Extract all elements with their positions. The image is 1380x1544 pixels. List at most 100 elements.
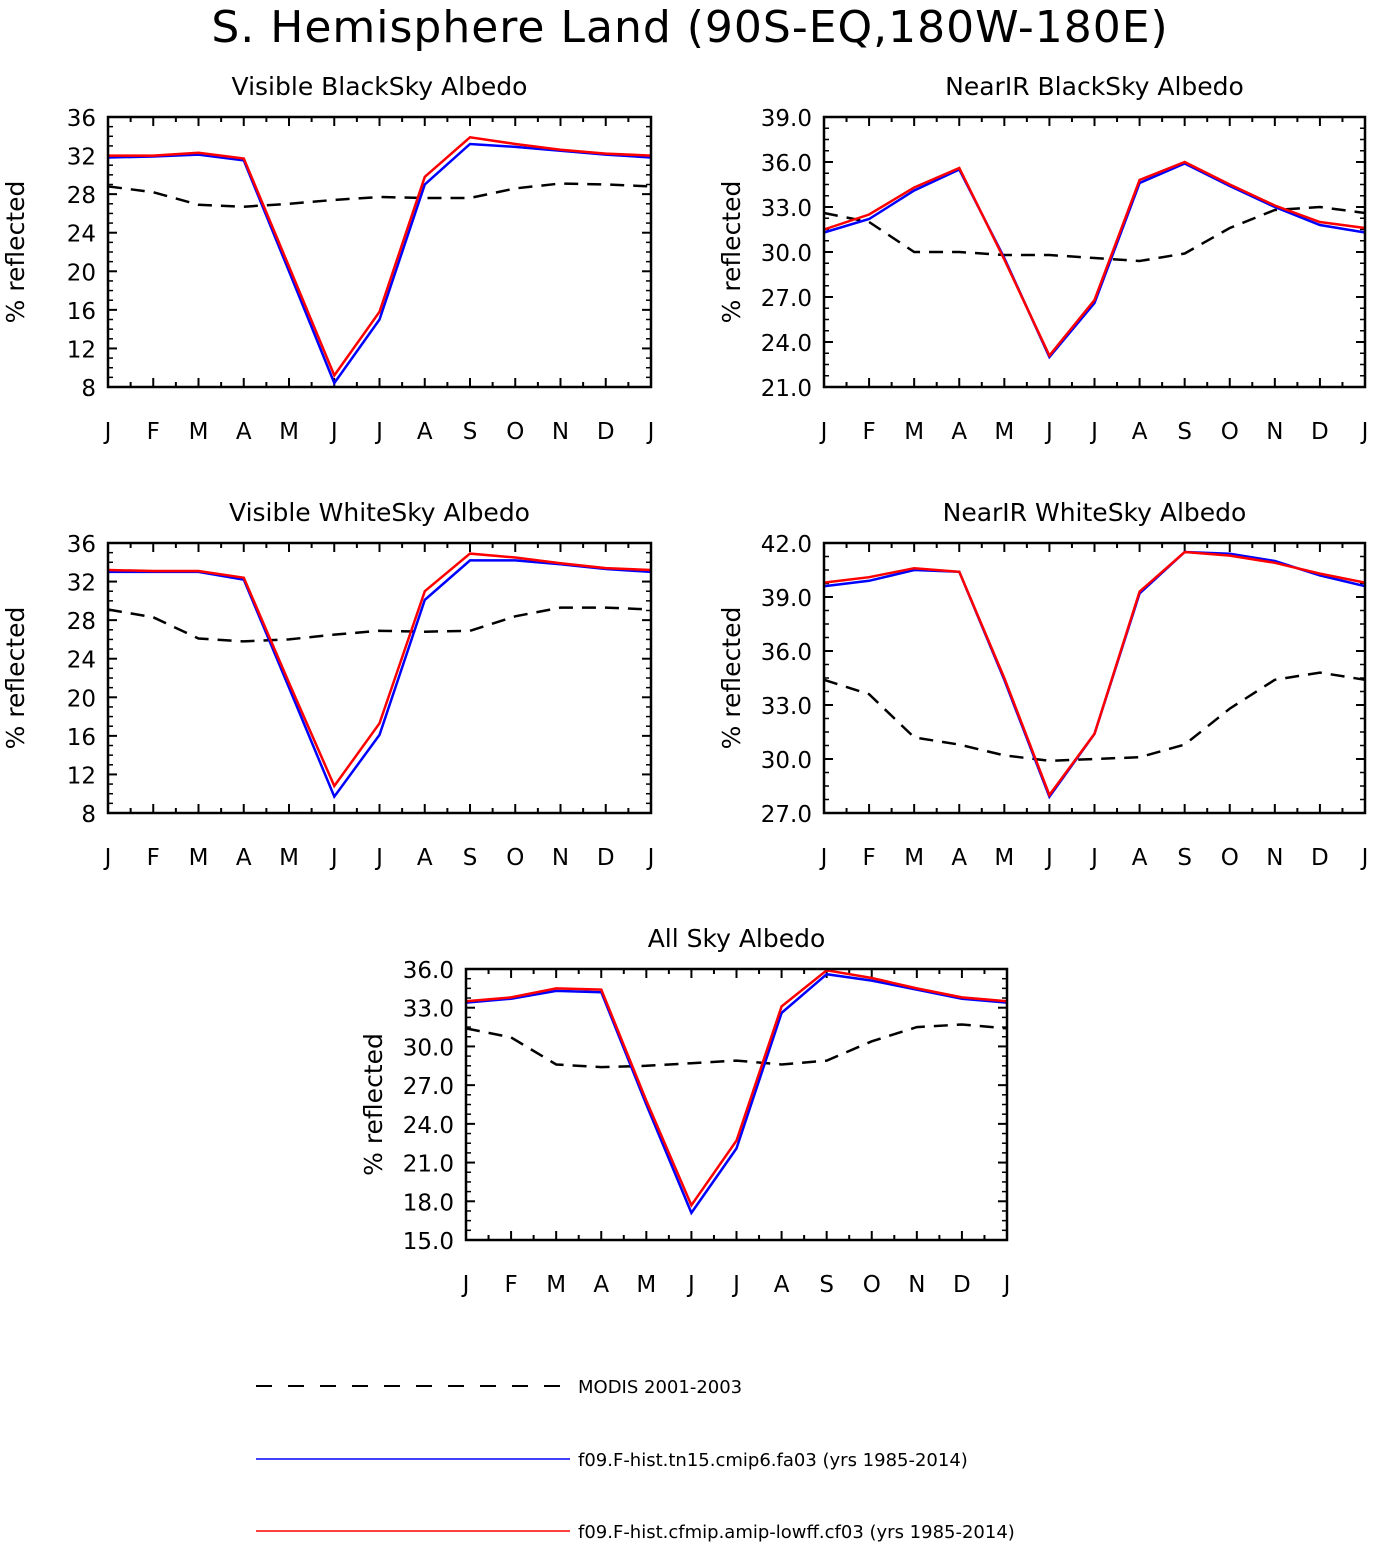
y-axis-label: % reflected bbox=[717, 181, 746, 324]
x-tick-label: J bbox=[1360, 419, 1369, 445]
x-tick-label: D bbox=[597, 419, 615, 445]
y-tick-label: 39.0 bbox=[761, 106, 812, 132]
chart-panel-1: Visible BlackSky Albedo % reflected J F M A M J… bbox=[1, 72, 654, 445]
plot-frame bbox=[822, 541, 1367, 815]
x-tick-label: M bbox=[994, 845, 1014, 871]
x-tick-label: J bbox=[103, 419, 112, 445]
modis-line bbox=[107, 606, 652, 643]
modis-line bbox=[823, 671, 1366, 763]
modis-line bbox=[465, 1023, 1008, 1069]
chart-panel-2: NearIR BlackSky Albedo % reflected J F M A M J J… bbox=[717, 72, 1368, 445]
x-tick-label: A bbox=[236, 419, 252, 445]
model-cf03-line bbox=[823, 160, 1366, 358]
x-tick-label: M bbox=[636, 1272, 656, 1298]
y-tick-label: 36.0 bbox=[403, 958, 454, 984]
model-fa03-line bbox=[823, 550, 1366, 800]
x-tick-label: A bbox=[951, 845, 967, 871]
y-tick-label: 21.0 bbox=[403, 1152, 454, 1178]
x-tick-label: S bbox=[463, 419, 478, 445]
y-tick-label: 15.0 bbox=[403, 1229, 454, 1255]
x-tick-label: D bbox=[1311, 845, 1329, 871]
x-tick-label: N bbox=[1266, 845, 1283, 871]
y-tick-label: 16 bbox=[67, 725, 96, 751]
x-tick-label: N bbox=[1266, 419, 1283, 445]
modis-line bbox=[107, 182, 652, 208]
y-tick-label: 36 bbox=[67, 532, 96, 558]
legend-label-1: MODIS 2001-2003 bbox=[578, 1377, 742, 1398]
plot-frame bbox=[106, 541, 653, 815]
x-tick-label: F bbox=[147, 845, 160, 871]
x-tick-label: F bbox=[504, 1272, 517, 1298]
x-tick-label: J bbox=[1044, 845, 1053, 871]
x-tick-label: A bbox=[417, 419, 433, 445]
y-tick-label: 28 bbox=[67, 183, 96, 209]
plot-frame bbox=[464, 967, 1009, 1242]
x-tick-label: O bbox=[506, 845, 524, 871]
model-fa03-line bbox=[107, 142, 652, 386]
x-tick-label: J bbox=[646, 419, 655, 445]
panel-title: Visible BlackSky Albedo bbox=[232, 72, 528, 101]
y-tick-label: 27.0 bbox=[761, 286, 812, 312]
x-tick-label: F bbox=[862, 845, 875, 871]
x-tick-label: N bbox=[908, 1272, 925, 1298]
y-tick-label: 36.0 bbox=[761, 640, 812, 666]
y-tick-label: 8 bbox=[81, 376, 96, 402]
y-tick-label: 33.0 bbox=[761, 694, 812, 720]
x-tick-label: A bbox=[774, 1272, 790, 1298]
chart-panel-5: All Sky Albedo % reflected J F M A M J J A S O N D J 15… bbox=[359, 924, 1010, 1298]
x-tick-label: M bbox=[189, 845, 209, 871]
x-tick-label: J bbox=[819, 419, 828, 445]
y-axis-label: % reflected bbox=[359, 1033, 388, 1176]
x-tick-label: J bbox=[329, 419, 338, 445]
plot-frame bbox=[106, 115, 653, 389]
x-tick-label: F bbox=[147, 419, 160, 445]
x-tick-label: J bbox=[731, 1272, 740, 1298]
y-tick-label: 32 bbox=[67, 571, 96, 597]
x-tick-label: S bbox=[1177, 419, 1192, 445]
y-tick-label: 39.0 bbox=[761, 586, 812, 612]
model-cf03-line bbox=[465, 968, 1008, 1208]
y-tick-label: 32 bbox=[67, 145, 96, 171]
x-tick-label: D bbox=[597, 845, 615, 871]
x-tick-label: J bbox=[1044, 419, 1053, 445]
x-tick-label: J bbox=[1002, 1272, 1011, 1298]
y-tick-label: 24.0 bbox=[761, 331, 812, 357]
panel-title: NearIR WhiteSky Albedo bbox=[943, 498, 1247, 527]
x-tick-label: J bbox=[646, 845, 655, 871]
chart-panel-4: NearIR WhiteSky Albedo % reflected J F M A M J J… bbox=[717, 498, 1368, 871]
x-tick-label: A bbox=[1132, 845, 1148, 871]
x-tick-label: J bbox=[1089, 845, 1098, 871]
x-tick-label: A bbox=[593, 1272, 609, 1298]
y-tick-label: 30.0 bbox=[403, 1035, 454, 1061]
plot-frame bbox=[822, 115, 1367, 389]
chart-panel-3: Visible WhiteSky Albedo % reflected J F M A M J… bbox=[1, 498, 654, 871]
y-tick-label: 12 bbox=[67, 337, 96, 363]
y-tick-label: 20 bbox=[67, 686, 96, 712]
model-cf03-line bbox=[108, 135, 652, 378]
y-tick-label: 16 bbox=[67, 299, 96, 325]
x-tick-label: S bbox=[463, 845, 478, 871]
x-tick-label: O bbox=[506, 419, 524, 445]
y-tick-label: 20 bbox=[67, 260, 96, 286]
x-tick-label: F bbox=[862, 419, 875, 445]
x-tick-label: N bbox=[552, 845, 569, 871]
y-tick-label: 12 bbox=[67, 763, 96, 789]
legend: MODIS 2001-2003 f09.F-hist.tn15.cmip6.fa0… bbox=[256, 1377, 1015, 1543]
x-tick-label: S bbox=[1177, 845, 1192, 871]
x-tick-label: M bbox=[189, 419, 209, 445]
y-tick-label: 28 bbox=[67, 609, 96, 635]
model-cf03-line bbox=[107, 552, 652, 789]
x-tick-label: J bbox=[103, 845, 112, 871]
y-axis-label: % reflected bbox=[1, 181, 30, 324]
legend-label-2: f09.F-hist.tn15.cmip6.fa03 (yrs 1985-201… bbox=[578, 1450, 968, 1471]
modis-line bbox=[823, 205, 1366, 263]
x-tick-label: A bbox=[1132, 419, 1148, 445]
x-tick-label: M bbox=[994, 419, 1014, 445]
y-tick-label: 18.0 bbox=[403, 1190, 454, 1216]
model-fa03-line bbox=[465, 972, 1008, 1216]
x-tick-label: M bbox=[546, 1272, 566, 1298]
y-tick-label: 36 bbox=[67, 106, 96, 132]
y-tick-label: 24 bbox=[67, 222, 96, 248]
y-axis-label: % reflected bbox=[1, 607, 30, 750]
